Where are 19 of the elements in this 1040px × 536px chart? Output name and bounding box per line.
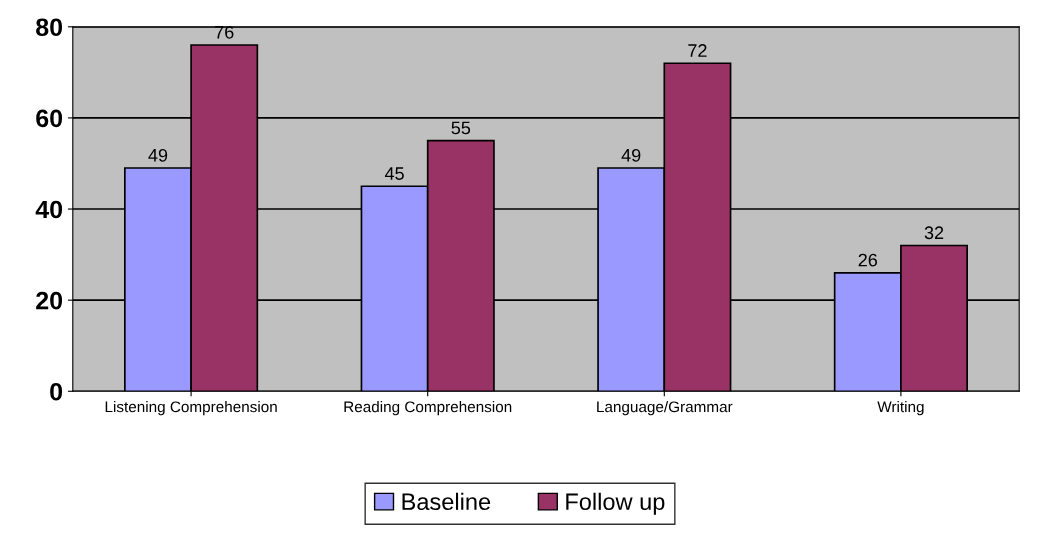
y-tick-label: 20	[36, 291, 63, 310]
x-tick-label: Reading Comprehension	[344, 401, 512, 416]
legend-label: Baseline	[402, 492, 491, 511]
y-tick-label: 0	[50, 382, 63, 401]
data-label: 72	[688, 44, 707, 57]
y-tick-label: 80	[36, 18, 63, 37]
x-tick-label: Language/Grammar	[597, 401, 733, 416]
y-tick-label: 60	[36, 109, 63, 128]
y-tick-label: 40	[35, 200, 63, 219]
data-label: 49	[148, 148, 168, 162]
x-tick-label: Writing	[877, 401, 924, 416]
legend-label: Follow up	[566, 492, 665, 515]
x-tick-label: Listening Comprehension	[105, 401, 277, 416]
data-label: 76	[215, 25, 234, 39]
data-label: 32	[924, 226, 944, 240]
data-label: 26	[858, 253, 878, 267]
data-label: 45	[384, 167, 404, 180]
data-label: 49	[621, 148, 641, 162]
data-label: 55	[451, 121, 471, 135]
